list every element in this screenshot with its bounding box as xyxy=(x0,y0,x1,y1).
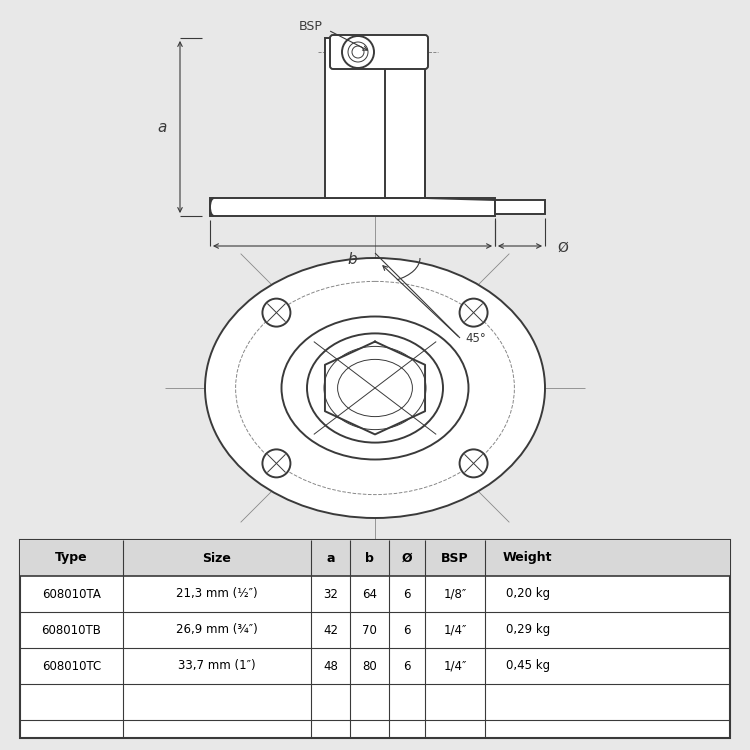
Text: 64: 64 xyxy=(362,587,377,601)
Text: 0,45 kg: 0,45 kg xyxy=(506,659,550,673)
Text: 6: 6 xyxy=(404,623,411,637)
Text: 42: 42 xyxy=(323,623,338,637)
Bar xyxy=(210,198,495,216)
Text: 6: 6 xyxy=(404,659,411,673)
Bar xyxy=(495,200,545,214)
Bar xyxy=(385,38,425,198)
Text: 32: 32 xyxy=(323,587,338,601)
Bar xyxy=(20,540,730,576)
Text: a: a xyxy=(326,551,334,565)
Text: a: a xyxy=(158,119,166,134)
Bar xyxy=(385,38,425,198)
Text: 26,9 mm (¾″): 26,9 mm (¾″) xyxy=(176,623,258,637)
Bar xyxy=(325,38,425,198)
Text: Type: Type xyxy=(56,551,88,565)
Text: Weight: Weight xyxy=(503,551,553,565)
Text: 48: 48 xyxy=(323,659,338,673)
Text: 21,3 mm (½″): 21,3 mm (½″) xyxy=(176,587,258,601)
Text: 80: 80 xyxy=(362,659,377,673)
Text: 608010TA: 608010TA xyxy=(42,587,101,601)
Text: 608010TC: 608010TC xyxy=(42,659,101,673)
Text: Ø: Ø xyxy=(402,551,412,565)
Text: 45°: 45° xyxy=(465,332,486,344)
Ellipse shape xyxy=(281,316,469,460)
Circle shape xyxy=(342,36,374,68)
FancyBboxPatch shape xyxy=(330,35,428,69)
Ellipse shape xyxy=(205,258,545,518)
Bar xyxy=(20,540,730,738)
Circle shape xyxy=(460,449,488,478)
Text: 33,7 mm (1″): 33,7 mm (1″) xyxy=(178,659,256,673)
Text: BSP: BSP xyxy=(441,551,469,565)
Ellipse shape xyxy=(338,359,412,416)
Text: BSP: BSP xyxy=(299,20,323,32)
Circle shape xyxy=(262,449,290,478)
Text: 1/8″: 1/8″ xyxy=(443,587,466,601)
Text: 1/4″: 1/4″ xyxy=(443,659,466,673)
Text: 1/4″: 1/4″ xyxy=(443,623,466,637)
Text: Ø: Ø xyxy=(557,241,568,255)
Text: 0,29 kg: 0,29 kg xyxy=(506,623,550,637)
Circle shape xyxy=(460,298,488,326)
Text: Size: Size xyxy=(202,551,232,565)
Text: 0,20 kg: 0,20 kg xyxy=(506,587,550,601)
Ellipse shape xyxy=(307,334,443,442)
Text: b: b xyxy=(348,253,357,268)
Text: 70: 70 xyxy=(362,623,377,637)
Circle shape xyxy=(262,298,290,326)
Text: b: b xyxy=(365,551,374,565)
Bar xyxy=(385,38,425,66)
Ellipse shape xyxy=(324,346,426,430)
Text: 608010TB: 608010TB xyxy=(41,623,101,637)
Text: 6: 6 xyxy=(404,587,411,601)
